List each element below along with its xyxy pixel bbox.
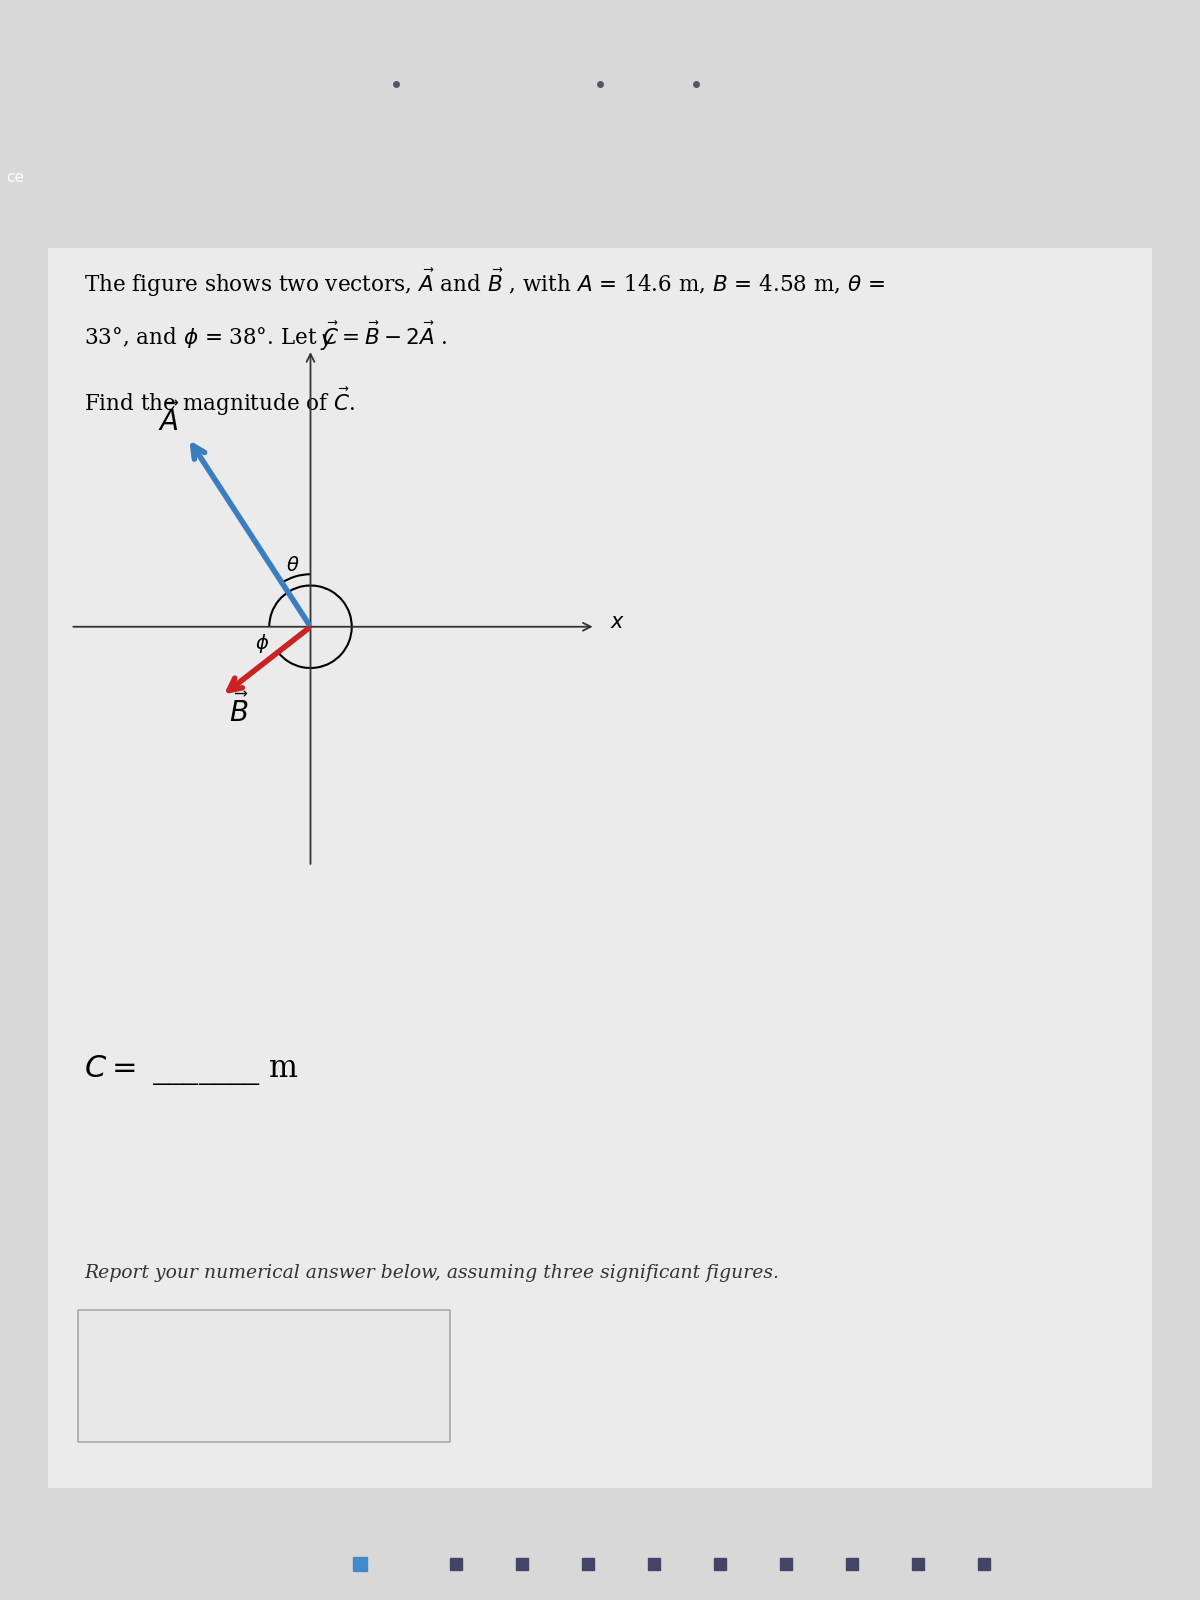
Text: $C =$ _______ m: $C =$ _______ m xyxy=(84,1053,299,1086)
Text: ce: ce xyxy=(6,170,24,186)
Text: $\theta$: $\theta$ xyxy=(286,557,299,574)
Text: $x$: $x$ xyxy=(611,613,625,632)
Text: $\vec{A}$: $\vec{A}$ xyxy=(158,403,180,437)
Text: 33°, and $\phi$ = 38°. Let $\vec{C} = \vec{B} - 2\vec{A}$ .: 33°, and $\phi$ = 38°. Let $\vec{C} = \v… xyxy=(84,320,448,352)
Text: The figure shows two vectors, $\vec{A}$ and $\vec{B}$ , with $A$ = 14.6 m, $B$ =: The figure shows two vectors, $\vec{A}$ … xyxy=(84,267,886,299)
FancyBboxPatch shape xyxy=(48,248,1152,1488)
Text: $\phi$: $\phi$ xyxy=(256,632,269,654)
Text: $\vec{B}$: $\vec{B}$ xyxy=(229,694,250,728)
Text: Report your numerical answer below, assuming three significant figures.: Report your numerical answer below, assu… xyxy=(84,1264,779,1282)
Text: Find the magnitude of $\vec{C}$.: Find the magnitude of $\vec{C}$. xyxy=(84,386,355,418)
FancyBboxPatch shape xyxy=(78,1310,450,1442)
Text: $y$: $y$ xyxy=(319,331,335,352)
